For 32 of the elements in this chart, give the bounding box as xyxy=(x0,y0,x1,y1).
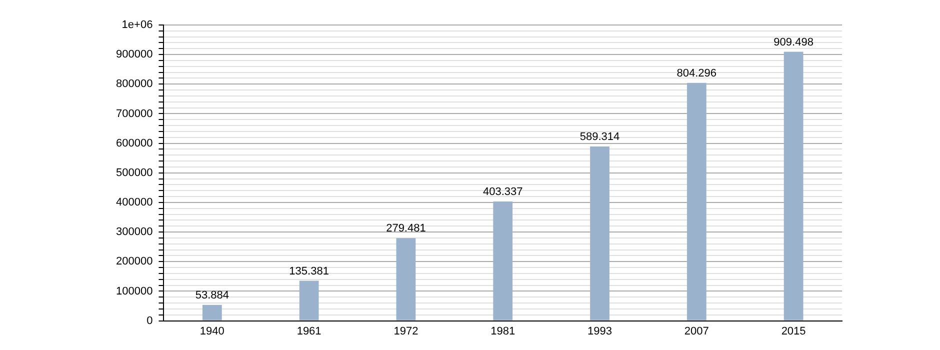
bar xyxy=(493,201,513,320)
y-tick-label: 1e+06 xyxy=(122,19,153,32)
x-tick-label: 1993 xyxy=(588,325,612,338)
y-tick-label: 800000 xyxy=(116,78,153,90)
data-label: 804.296 xyxy=(676,67,717,80)
x-tick-label: 1981 xyxy=(490,325,516,338)
data-label: 279.481 xyxy=(386,222,426,235)
y-tick-label: 900000 xyxy=(116,48,153,61)
y-tick-label: 300000 xyxy=(116,226,153,238)
x-tick-label: 2007 xyxy=(684,325,709,338)
bar xyxy=(202,304,222,320)
y-tick-label: 0 xyxy=(146,314,153,327)
x-tick-label: 1940 xyxy=(200,325,224,338)
data-label: 909.498 xyxy=(774,36,814,48)
bar xyxy=(784,52,804,320)
y-tick-label: 600000 xyxy=(116,137,153,150)
x-tick-label: 2015 xyxy=(781,325,806,338)
bar xyxy=(396,238,416,320)
y-tick-label: 100000 xyxy=(116,285,153,298)
bar xyxy=(299,280,319,320)
data-label: 53.884 xyxy=(195,289,229,302)
x-tick-label: 1972 xyxy=(394,325,418,338)
y-tick-label: 400000 xyxy=(116,196,153,209)
bar xyxy=(686,82,706,320)
y-tick-label: 700000 xyxy=(116,108,153,120)
data-label: 135.381 xyxy=(289,265,329,278)
bar xyxy=(590,146,610,320)
data-label: 589.314 xyxy=(580,131,620,144)
x-tick-label: 1961 xyxy=(296,325,322,338)
data-label: 403.337 xyxy=(482,186,523,198)
y-tick-label: 200000 xyxy=(116,256,153,268)
y-tick-label: 500000 xyxy=(116,166,153,179)
